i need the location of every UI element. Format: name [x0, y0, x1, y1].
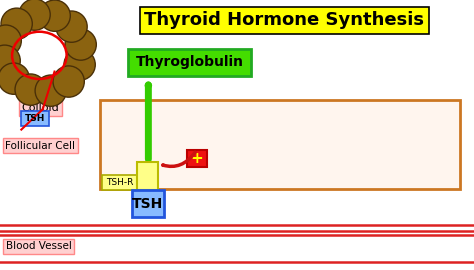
- FancyBboxPatch shape: [100, 100, 460, 189]
- FancyBboxPatch shape: [21, 111, 49, 126]
- Text: Follicular Cell: Follicular Cell: [5, 141, 75, 151]
- Text: Thyroglobulin: Thyroglobulin: [136, 55, 244, 69]
- Ellipse shape: [65, 29, 96, 60]
- Ellipse shape: [0, 45, 20, 76]
- FancyBboxPatch shape: [102, 175, 137, 190]
- Text: Thyroid Hormone Synthesis: Thyroid Hormone Synthesis: [145, 11, 424, 29]
- Ellipse shape: [39, 0, 70, 31]
- Text: TSH-R: TSH-R: [106, 178, 133, 187]
- FancyBboxPatch shape: [132, 190, 164, 217]
- Ellipse shape: [64, 49, 95, 80]
- Ellipse shape: [0, 25, 21, 56]
- Ellipse shape: [53, 66, 84, 97]
- Text: Colloid: Colloid: [21, 103, 59, 113]
- FancyBboxPatch shape: [187, 150, 207, 167]
- Ellipse shape: [35, 75, 66, 106]
- Ellipse shape: [0, 63, 29, 94]
- Text: +: +: [191, 151, 203, 166]
- Text: TSH: TSH: [25, 114, 45, 123]
- FancyBboxPatch shape: [128, 49, 251, 76]
- Ellipse shape: [1, 8, 32, 39]
- Ellipse shape: [56, 11, 87, 42]
- Ellipse shape: [19, 0, 50, 30]
- Ellipse shape: [15, 74, 46, 105]
- FancyBboxPatch shape: [137, 162, 158, 190]
- Text: Blood Vessel: Blood Vessel: [6, 241, 72, 251]
- Text: TSH: TSH: [132, 197, 164, 211]
